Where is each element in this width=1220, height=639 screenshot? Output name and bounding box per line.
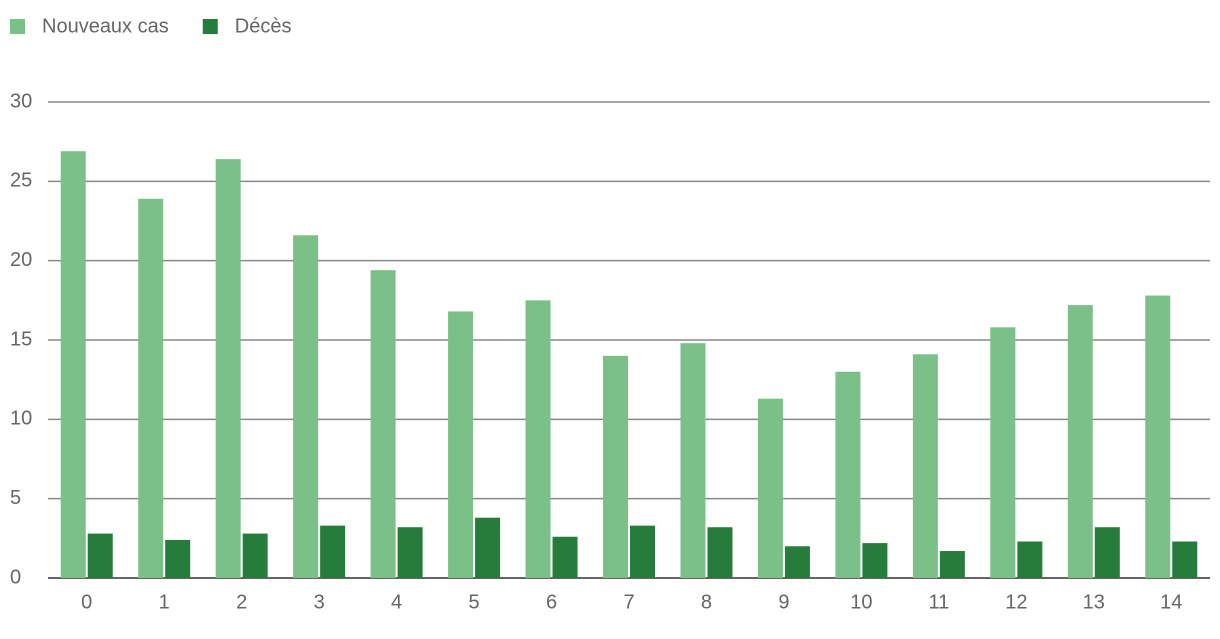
bar <box>138 198 164 578</box>
x-tick-label: 9 <box>778 591 789 613</box>
x-tick-label: 8 <box>701 591 712 613</box>
bar <box>215 159 241 578</box>
y-tick-label: 5 <box>10 487 21 509</box>
bar <box>242 533 268 578</box>
legend-label: Décès <box>235 15 292 37</box>
x-tick-label: 14 <box>1160 591 1182 613</box>
bar <box>603 355 628 578</box>
x-tick-label: 3 <box>314 591 325 613</box>
legend-swatch <box>202 19 218 34</box>
y-tick-label: 15 <box>10 328 32 350</box>
bar <box>448 311 474 578</box>
bar <box>757 398 783 578</box>
y-tick-label: 10 <box>10 408 32 430</box>
x-tick-label: 7 <box>623 591 634 613</box>
x-tick-label: 4 <box>391 591 402 613</box>
y-tick-label: 20 <box>10 249 32 271</box>
bar <box>630 525 655 578</box>
y-tick-label: 30 <box>10 90 32 112</box>
bar <box>835 371 861 578</box>
bar <box>862 543 888 578</box>
y-tick-label: 25 <box>10 170 32 192</box>
legend-swatch <box>10 19 25 34</box>
bar <box>707 527 733 578</box>
x-tick-label: 1 <box>159 591 170 613</box>
bar <box>165 539 191 578</box>
bar <box>990 327 1016 578</box>
bar <box>680 343 706 578</box>
bar <box>1017 541 1043 578</box>
x-tick-label: 5 <box>469 591 480 613</box>
bar <box>60 151 86 579</box>
bar <box>1172 541 1198 578</box>
bar <box>525 300 551 578</box>
bar <box>370 270 396 578</box>
bar <box>1067 305 1093 578</box>
bar <box>784 546 810 578</box>
bar <box>475 517 501 578</box>
x-tick-label: 6 <box>546 591 557 613</box>
bar <box>939 551 965 578</box>
bar <box>1094 527 1120 578</box>
bar <box>552 536 578 578</box>
x-tick-label: 0 <box>81 591 92 613</box>
bar <box>912 354 938 578</box>
x-tick-label: 12 <box>1005 591 1027 613</box>
legend-label: Nouveaux cas <box>42 15 169 37</box>
bar <box>293 235 319 578</box>
x-tick-label: 13 <box>1083 591 1105 613</box>
x-tick-label: 2 <box>236 591 247 613</box>
bar <box>87 533 113 578</box>
x-tick-label: 11 <box>928 591 949 613</box>
bar <box>320 525 346 578</box>
x-tick-label: 10 <box>850 591 872 613</box>
bar <box>1145 295 1171 578</box>
y-tick-label: 0 <box>10 566 21 588</box>
bar <box>397 527 423 578</box>
